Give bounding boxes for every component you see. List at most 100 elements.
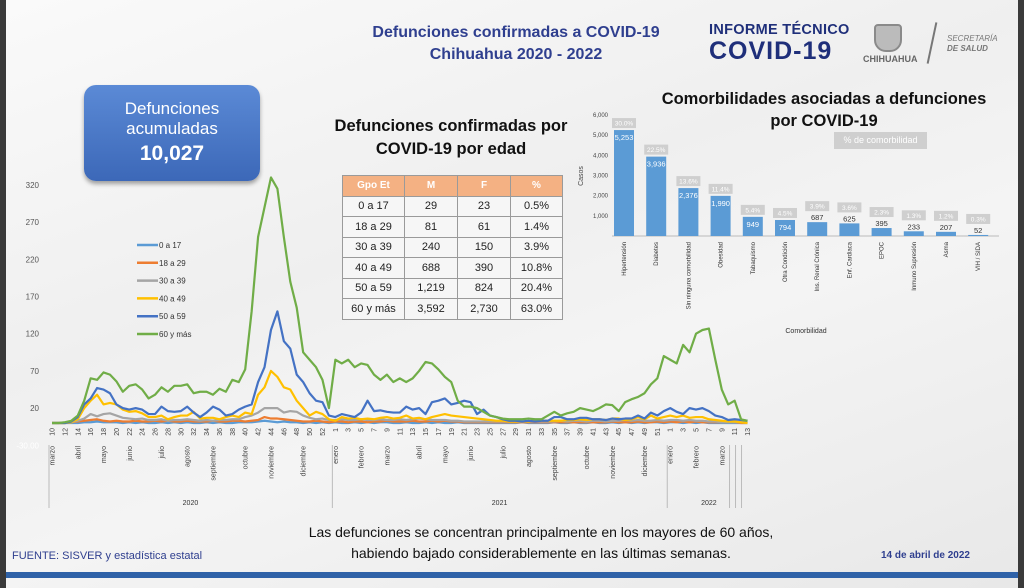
table-cell: 81 bbox=[404, 216, 458, 238]
table-cell: 824 bbox=[457, 277, 511, 299]
week-label: 3 bbox=[346, 428, 353, 432]
title-line-2: Chihuahua 2020 - 2022 bbox=[429, 46, 603, 63]
legend-label: 40 a 49 bbox=[159, 294, 186, 303]
percent-label: 3.9% bbox=[810, 204, 825, 211]
percent-label: 1.3% bbox=[906, 213, 921, 220]
bar-value-label: 2,376 bbox=[679, 191, 698, 200]
percent-label-bg bbox=[708, 183, 733, 194]
percent-label: 0.3% bbox=[971, 216, 986, 223]
week-label: 14 bbox=[75, 428, 82, 436]
week-label: 15 bbox=[423, 428, 430, 436]
bar-4 bbox=[742, 216, 763, 236]
week-label: 25 bbox=[487, 428, 494, 436]
week-label: 1 bbox=[333, 428, 340, 432]
bar-y-label: Casos bbox=[578, 166, 585, 186]
month-label: noviembre bbox=[268, 446, 275, 479]
month-label: junio bbox=[468, 446, 475, 462]
week-label: 26 bbox=[153, 428, 160, 436]
year-label: 2021 bbox=[492, 500, 508, 507]
table-cell: 29 bbox=[404, 195, 458, 217]
week-label: 16 bbox=[88, 428, 95, 436]
table-row: 30 a 39 240 150 3.9% bbox=[342, 236, 563, 258]
percent-label: 5.4% bbox=[745, 207, 760, 214]
bar-category-label: Diabetes bbox=[654, 242, 660, 266]
week-label: 44 bbox=[268, 428, 275, 436]
series-line-50-a-59 bbox=[52, 310, 748, 425]
month-label: febrero bbox=[359, 446, 366, 468]
percent-label-bg bbox=[612, 118, 636, 129]
week-label: 27 bbox=[500, 428, 507, 436]
series-line-60-y-más bbox=[52, 176, 748, 425]
percent-label: 11.4% bbox=[712, 186, 730, 193]
week-label: 42 bbox=[256, 428, 263, 436]
month-label: marzo bbox=[719, 446, 726, 466]
table-cell: 0.5% bbox=[510, 195, 563, 217]
legend-label: 30 a 39 bbox=[159, 277, 186, 286]
percent-label-bg bbox=[837, 202, 862, 213]
percent-label-bg bbox=[676, 176, 701, 187]
footer-note: Las defunciones se concentran principalm… bbox=[261, 522, 821, 564]
week-label: 36 bbox=[217, 428, 224, 436]
state-logo-label: CHIHUAHUA bbox=[863, 54, 918, 64]
table-cell: 1.4% bbox=[510, 216, 563, 238]
slide: Defunciones confirmadas a COVID-19 Chihu… bbox=[6, 0, 1018, 588]
month-label: abril bbox=[75, 446, 82, 460]
bar-value-label: 207 bbox=[940, 223, 953, 232]
week-label: 13 bbox=[410, 428, 417, 436]
month-label: enero bbox=[668, 446, 675, 464]
week-label: 31 bbox=[526, 428, 533, 436]
age-table-title-1: Defunciones confirmadas por bbox=[334, 117, 568, 135]
accumulated-label-1: Defunciones bbox=[124, 99, 220, 118]
bar-category-label: Asma bbox=[944, 241, 950, 257]
week-label: 48 bbox=[294, 428, 301, 436]
table-cell: 150 bbox=[457, 236, 511, 258]
table-cell: 63.0% bbox=[510, 298, 563, 320]
line-y-tick: 320 bbox=[26, 181, 40, 190]
percent-label: 1.2% bbox=[939, 213, 954, 220]
bar-category-label: Inmuno Supresión bbox=[912, 242, 918, 291]
week-label: 24 bbox=[140, 428, 147, 436]
secretaria-line-1: SECRETARÍA bbox=[947, 34, 998, 43]
bar-category-label: Tabaquismo bbox=[751, 241, 757, 274]
percent-label-bg bbox=[805, 201, 830, 212]
percent-label: 30.0% bbox=[615, 121, 634, 128]
percent-label: 22.5% bbox=[647, 147, 666, 154]
page-title: Defunciones confirmadas a COVID-19 Chihu… bbox=[336, 22, 696, 66]
table-row: 18 a 29 81 61 1.4% bbox=[342, 216, 563, 238]
week-label: 7 bbox=[372, 428, 379, 432]
percent-label-bg bbox=[740, 204, 765, 215]
week-label: 40 bbox=[243, 428, 250, 436]
bar-value-label: 625 bbox=[843, 214, 856, 223]
percent-label-bg bbox=[966, 213, 991, 224]
week-label: 39 bbox=[578, 428, 585, 436]
week-label: 22 bbox=[127, 428, 134, 436]
accumulated-label-2: acumuladas bbox=[126, 119, 218, 138]
week-label: 28 bbox=[165, 428, 172, 436]
bar-9 bbox=[903, 231, 924, 236]
month-label: junio bbox=[127, 446, 134, 462]
bar-10 bbox=[936, 231, 956, 236]
bar-y-tick: 4,000 bbox=[593, 153, 609, 159]
footer-note-2: habiendo bajado considerablemente en las… bbox=[351, 545, 731, 561]
comorbidity-title: Comorbilidades asociadas a defunciones p… bbox=[661, 90, 987, 130]
table-cell: 61 bbox=[457, 216, 511, 238]
series-line-30-a-39 bbox=[52, 407, 748, 425]
week-label: 45 bbox=[616, 428, 623, 436]
month-label: agosto bbox=[185, 446, 192, 467]
bar-value-label: 395 bbox=[875, 219, 888, 228]
col-header: Gpo Et bbox=[342, 175, 405, 197]
week-label: 33 bbox=[539, 428, 546, 436]
week-label: 5 bbox=[359, 428, 366, 432]
col-header: M bbox=[404, 175, 458, 197]
percent-label-bg bbox=[644, 144, 669, 155]
week-label: 1 bbox=[668, 428, 675, 432]
line-y-tick: 70 bbox=[30, 367, 39, 376]
bottom-stripe bbox=[6, 572, 1018, 578]
bar-value-label: 5,253 bbox=[615, 133, 634, 142]
line-y-tick: 20 bbox=[30, 404, 39, 413]
week-label: 13 bbox=[745, 428, 752, 436]
secretaria-logo: SECRETARÍA DE SALUD bbox=[947, 34, 998, 54]
week-label: 9 bbox=[384, 428, 391, 432]
bar-value-label: 794 bbox=[779, 223, 792, 232]
month-label: mayo bbox=[442, 446, 449, 463]
